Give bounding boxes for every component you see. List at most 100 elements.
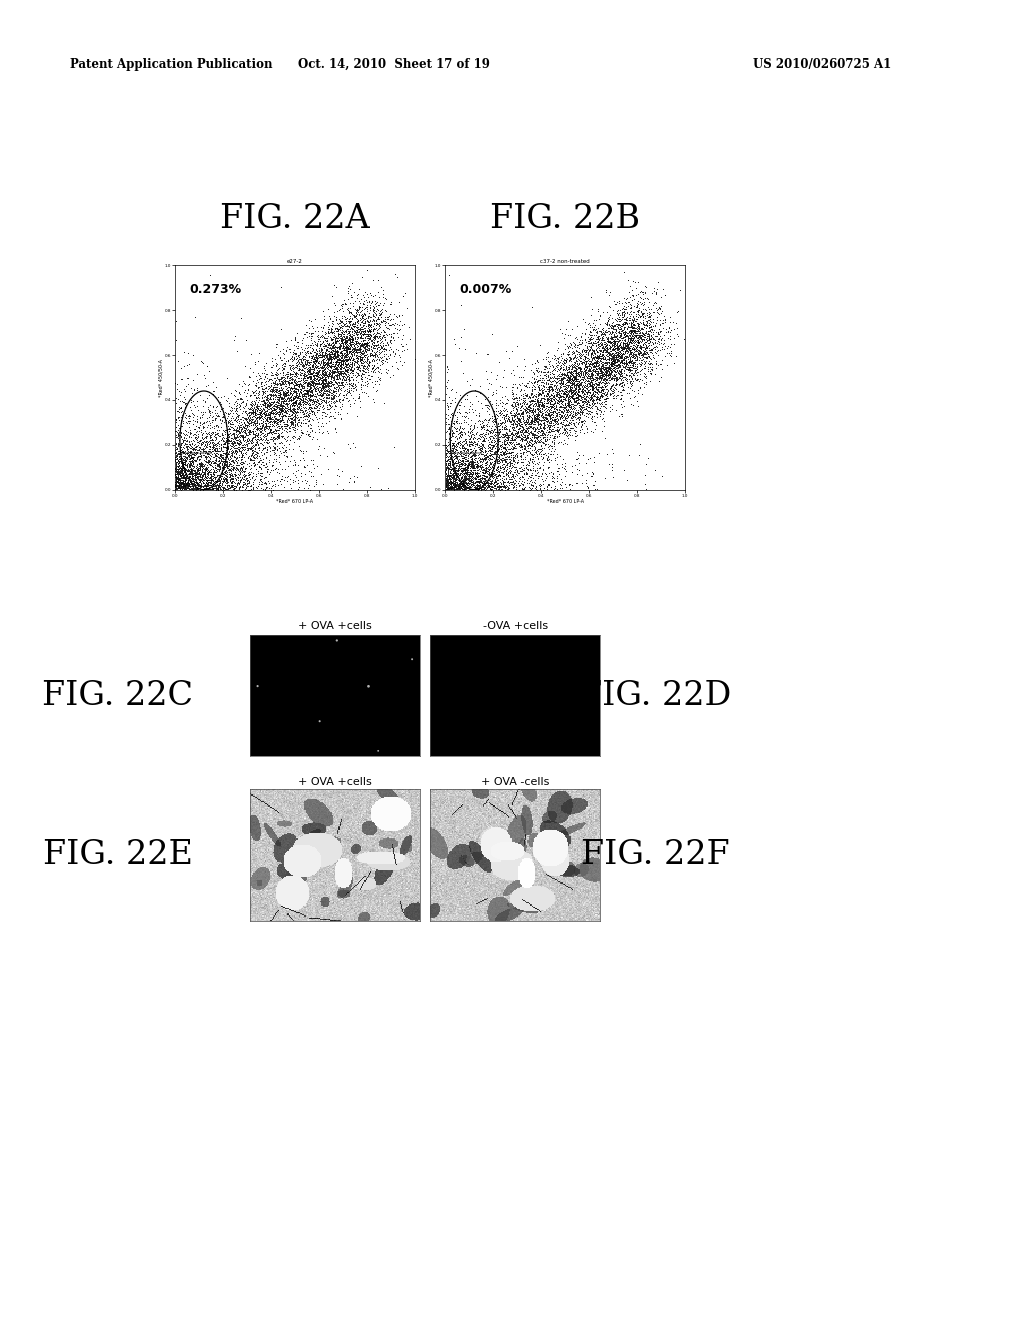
Point [266, 375, 283, 396]
Point [286, 400, 302, 421]
Point [485, 436, 502, 457]
Point [305, 366, 322, 387]
Point [541, 385, 557, 407]
Point [238, 393, 254, 414]
Point [608, 348, 625, 370]
Point [625, 355, 641, 376]
Point [537, 407, 553, 428]
Point [632, 325, 648, 346]
Point [272, 384, 289, 405]
Point [609, 352, 626, 374]
Point [298, 393, 314, 414]
Point [314, 379, 331, 400]
Point [586, 370, 602, 391]
Point [544, 360, 560, 381]
Point [563, 363, 580, 384]
Point [355, 318, 372, 339]
Point [237, 474, 253, 495]
Point [214, 447, 230, 469]
Point [460, 459, 476, 480]
Point [316, 359, 333, 380]
Point [554, 399, 570, 420]
Point [312, 346, 329, 367]
Point [205, 474, 221, 495]
Point [214, 445, 230, 466]
Point [624, 351, 640, 372]
Point [328, 341, 344, 362]
Point [522, 434, 539, 455]
Point [657, 312, 674, 333]
Point [275, 399, 292, 420]
Point [259, 461, 275, 482]
Point [456, 470, 472, 491]
Point [327, 329, 343, 350]
Point [639, 326, 655, 347]
Point [492, 471, 508, 492]
Point [536, 391, 552, 412]
Point [552, 358, 568, 379]
Point [440, 441, 457, 462]
Point [283, 372, 299, 393]
Point [168, 438, 184, 459]
Point [620, 341, 636, 362]
Point [332, 348, 348, 370]
Point [372, 305, 388, 326]
Point [226, 475, 243, 496]
Point [359, 318, 376, 339]
Point [289, 379, 305, 400]
Point [367, 284, 383, 305]
Point [341, 367, 357, 388]
Point [285, 354, 301, 375]
Point [463, 478, 479, 499]
Point [291, 375, 307, 396]
Point [329, 342, 345, 363]
Point [439, 478, 456, 499]
Point [543, 449, 559, 470]
Point [527, 399, 544, 420]
Point [549, 405, 565, 426]
Point [185, 455, 202, 477]
Point [356, 290, 373, 312]
Point [215, 437, 231, 458]
Point [202, 466, 218, 487]
Point [262, 384, 279, 405]
Point [439, 475, 456, 496]
Point [463, 446, 479, 467]
Point [553, 412, 569, 433]
Point [601, 354, 617, 375]
Point [489, 477, 506, 498]
Point [208, 445, 224, 466]
Point [286, 385, 302, 407]
Point [342, 342, 358, 363]
Point [257, 392, 273, 413]
Point [258, 388, 274, 409]
Point [318, 338, 335, 359]
Point [606, 325, 623, 346]
Point [513, 396, 529, 417]
Point [245, 477, 261, 498]
Point [259, 462, 275, 483]
Point [560, 391, 577, 412]
Point [218, 409, 234, 430]
Point [587, 360, 603, 381]
Point [590, 326, 606, 347]
Point [609, 329, 626, 350]
Point [616, 314, 633, 335]
Point [288, 392, 304, 413]
Point [220, 441, 237, 462]
Point [550, 387, 566, 408]
Point [618, 325, 635, 346]
Point [492, 449, 508, 470]
Point [540, 422, 556, 444]
Point [648, 358, 665, 379]
Point [547, 411, 563, 432]
Point [653, 286, 670, 308]
Point [446, 462, 463, 483]
Point [468, 422, 484, 444]
Point [370, 741, 386, 762]
Point [566, 413, 583, 434]
Point [482, 478, 499, 499]
Point [488, 436, 505, 457]
Point [542, 401, 558, 422]
Point [185, 477, 202, 498]
